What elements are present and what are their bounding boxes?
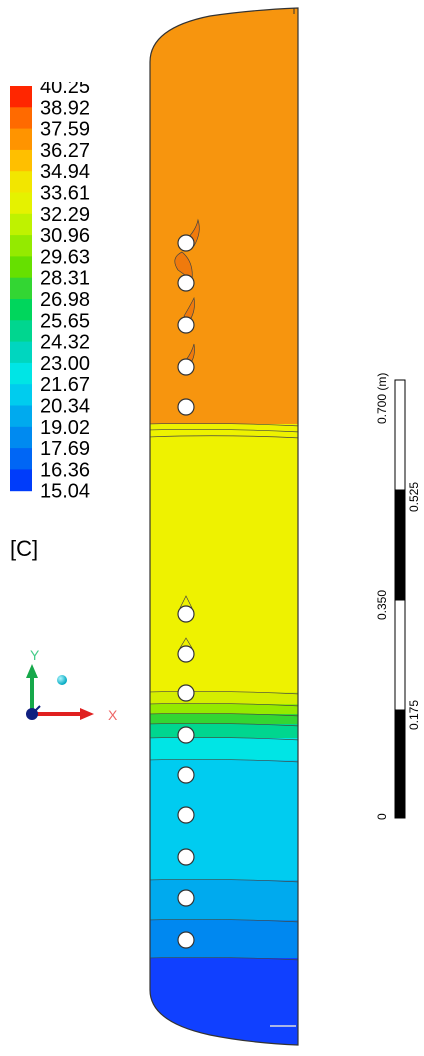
legend-tick-label: 21.67 [40, 374, 90, 396]
band-blue-mid [150, 880, 298, 920]
legend-swatch [10, 405, 32, 428]
legend-swatch [10, 299, 32, 321]
legend-swatch [10, 171, 32, 193]
scale-segment-white [394, 599, 406, 711]
legend-swatch [10, 320, 32, 343]
cone-marks [179, 595, 193, 649]
z-axis-stub [31, 705, 41, 715]
hole [177, 358, 195, 376]
x-axis-label: X [108, 707, 118, 723]
region-blue [150, 760, 298, 880]
legend-swatch [10, 469, 32, 492]
y-axis-arrowhead [26, 664, 38, 678]
scale-tick-label: 0 [375, 813, 389, 820]
legend-tick-label: 20.34 [40, 396, 90, 418]
view-ball [57, 675, 67, 685]
hole [177, 645, 195, 663]
hole [177, 889, 195, 907]
hole [177, 766, 195, 784]
region-yellow [150, 424, 298, 692]
legend-tick-label: 23.00 [40, 353, 90, 375]
scale-tick-label: 0.175 [407, 700, 421, 730]
legend-swatch [10, 426, 32, 449]
legend-tick-label: 34.94 [40, 161, 90, 183]
hole [177, 848, 195, 866]
legend-tick-label: 19.02 [40, 417, 90, 439]
band-lime [150, 704, 298, 714]
legend-swatch [10, 149, 32, 172]
scale-tick-label: 0.350 [375, 590, 389, 620]
hole [177, 726, 195, 744]
legend-tick-label: 28.31 [40, 268, 90, 290]
scale-segment-black [394, 709, 406, 819]
legend-tick-label: 36.27 [40, 140, 90, 162]
legend-tick-label: 37.59 [40, 119, 90, 141]
y-axis-label: Y [30, 647, 40, 663]
legend-swatch [10, 128, 32, 151]
legend-swatch [10, 448, 32, 470]
legend-tick-label: 16.36 [40, 459, 90, 481]
hole [177, 234, 195, 252]
holes [177, 234, 195, 949]
hole [177, 398, 195, 416]
legend-swatches [10, 86, 32, 492]
band-blue [150, 920, 298, 958]
legend-tick-label: 15.04 [40, 481, 90, 503]
legend-tick-label: 30.96 [40, 225, 90, 247]
legend-tick-label: 33.61 [40, 183, 90, 205]
legend-swatch [10, 107, 32, 130]
x-axis-arrowhead [80, 708, 94, 720]
hole [177, 931, 195, 949]
legend-swatch [10, 384, 32, 406]
legend-tick-label: 17.69 [40, 438, 90, 460]
scale-segment-black [394, 489, 406, 601]
hole [177, 806, 195, 824]
region-orange [150, 8, 298, 424]
band-green [150, 714, 298, 724]
contour-lines [150, 422, 298, 961]
legend-tick-label: 25.65 [40, 310, 90, 332]
scale-segment-white [394, 379, 406, 491]
legend-tick-label: 26.98 [40, 289, 90, 311]
hole [177, 684, 195, 702]
legend-swatch [10, 213, 32, 236]
legend-tick-label: 40.25 [40, 82, 90, 98]
legend-swatch [10, 277, 32, 300]
scale-unit-label: 0.700 (m) [375, 373, 389, 424]
legend-swatch [10, 86, 32, 108]
legend-swatch [10, 192, 32, 215]
legend-unit-label: [C] [10, 536, 39, 561]
legend-swatch [10, 235, 32, 257]
legend-labels: 40.2538.9237.5936.2734.9433.6132.2930.96… [40, 82, 90, 503]
temperature-legend: 40.2538.9237.5936.2734.9433.6132.2930.96… [10, 82, 90, 503]
legend-swatch [10, 362, 32, 385]
vessel-outline [149, 7, 299, 1046]
legend-tick-label: 32.29 [40, 204, 90, 226]
hole [177, 605, 195, 623]
legend-swatch [10, 256, 32, 279]
scale-tick-label: 0.525 [407, 482, 421, 512]
legend-tick-label: 29.63 [40, 246, 90, 268]
legend-tick-label: 24.32 [40, 332, 90, 354]
hole [177, 274, 195, 292]
legend-tick-label: 38.92 [40, 97, 90, 119]
hole [177, 316, 195, 334]
legend-swatch [10, 341, 32, 364]
